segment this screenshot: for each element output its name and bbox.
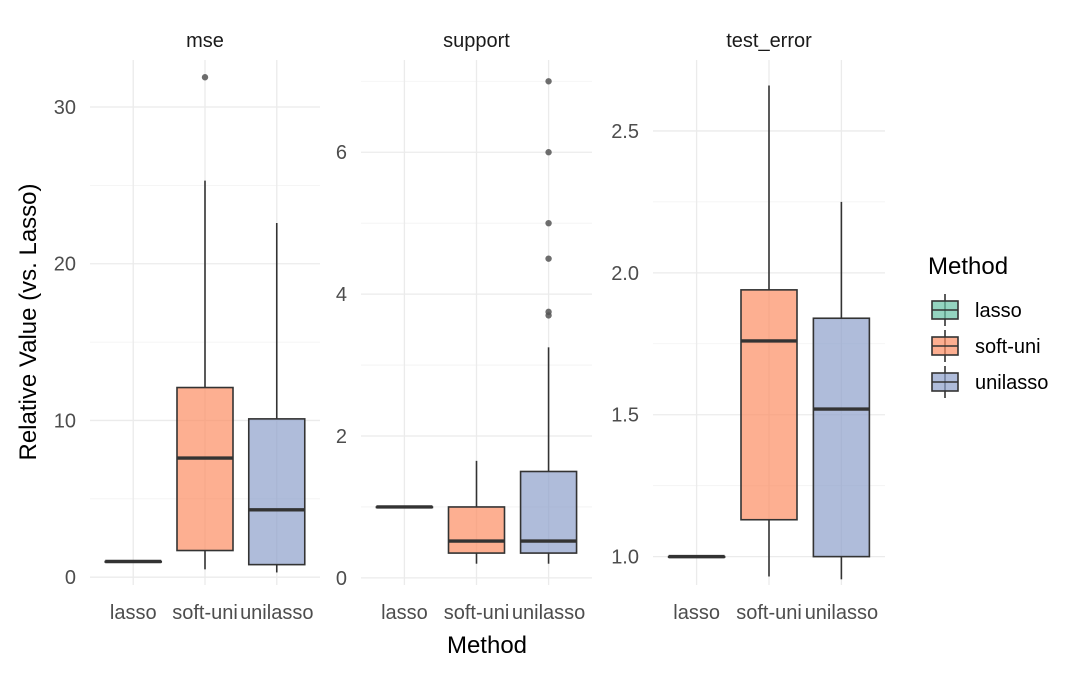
legend-title: Method xyxy=(928,253,1008,280)
x-tick-label: lasso xyxy=(110,602,157,624)
facet-title: support xyxy=(443,30,510,52)
box-soft-uni xyxy=(740,85,798,577)
box-body xyxy=(812,317,871,558)
box-body xyxy=(447,506,506,554)
x-tick-label: unilasso xyxy=(512,602,585,624)
legend-label: soft-uni xyxy=(975,336,1041,358)
y-tick-label: 20 xyxy=(54,254,76,276)
box-unilasso xyxy=(812,201,871,580)
x-tick-label: lasso xyxy=(381,602,428,624)
box-body xyxy=(176,386,234,552)
box-lasso xyxy=(104,559,163,564)
box-unilasso xyxy=(519,78,578,564)
x-tick-label: soft-uni xyxy=(736,602,802,624)
box-unilasso xyxy=(247,222,306,573)
box-body xyxy=(740,289,798,521)
x-tick-label: soft-uni xyxy=(172,602,238,624)
x-tick-label: lasso xyxy=(673,602,720,624)
legend: Method lasso soft-uni unilasso xyxy=(928,253,1048,398)
x-tick-label: soft-uni xyxy=(444,602,510,624)
outlier-point xyxy=(545,78,552,85)
y-tick-label: 0 xyxy=(336,568,347,590)
y-tick-label: 1.0 xyxy=(611,547,639,569)
y-tick-label: 2.0 xyxy=(611,263,639,285)
outlier-point xyxy=(545,219,552,227)
outlier-point xyxy=(545,308,552,316)
facet-mse: 0 10 20 30 mse lasso soft-uni unilasso xyxy=(54,30,320,624)
y-tick-label: 6 xyxy=(336,142,347,164)
legend-entry-soft-uni: soft-uni xyxy=(931,330,1041,362)
y-tick-label: 4 xyxy=(336,284,347,306)
y-tick-label: 0 xyxy=(65,567,76,589)
legend-label: lasso xyxy=(975,300,1022,322)
y-tick-label: 2 xyxy=(336,426,347,448)
outlier-point xyxy=(545,255,552,262)
legend-entry-lasso: lasso xyxy=(931,294,1022,326)
facet-title: test_error xyxy=(726,30,812,52)
box-lasso xyxy=(667,554,726,559)
box-soft-uni xyxy=(176,74,234,570)
facet-title: mse xyxy=(186,30,224,52)
legend-label: unilasso xyxy=(975,372,1048,394)
y-tick-label: 10 xyxy=(54,410,76,432)
outlier-point xyxy=(201,74,209,81)
box-lasso xyxy=(375,505,434,509)
y-tick-label: 1.5 xyxy=(611,405,639,427)
box-soft-uni xyxy=(447,460,506,564)
legend-entry-unilasso: unilasso xyxy=(931,366,1048,398)
y-axis-title: Relative Value (vs. Lasso) xyxy=(15,183,42,460)
y-tick-label: 30 xyxy=(54,97,76,119)
outlier-point xyxy=(545,149,552,156)
y-tick-label: 2.5 xyxy=(611,121,639,143)
x-tick-label: unilasso xyxy=(805,602,878,624)
box-body xyxy=(247,418,306,566)
facet-support: 0 2 4 6 support lasso soft-uni unilasso xyxy=(336,30,592,624)
x-axis-title: Method xyxy=(447,632,527,659)
x-tick-label: unilasso xyxy=(240,602,313,624)
